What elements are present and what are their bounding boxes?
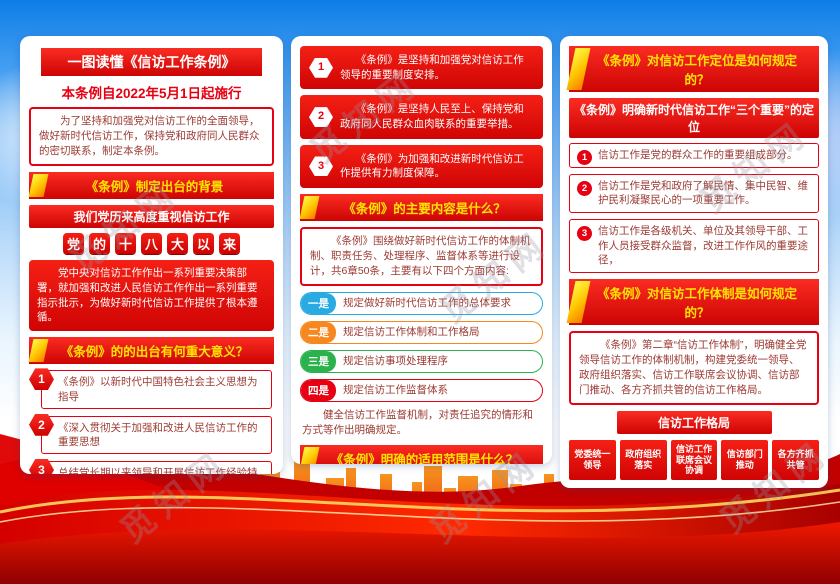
aspect-label: 四是 (301, 379, 336, 401)
section-header-main-content: 《条例》的主要内容是什么？ (300, 194, 543, 222)
item-text: 《条例》是坚持和加强党对信访工作领导的重要制度安排。 (340, 54, 524, 81)
section-header-positioning: 《条例》对信访工作定位是如何规定的？ (569, 46, 819, 92)
pattern-box: 各方齐抓共管 (772, 439, 819, 481)
aspect-row: 四是 规定信访工作监督体系 (300, 378, 543, 402)
pattern-box: 党委统一领导 (569, 439, 616, 481)
intro-text: 为了坚持和加强党对信访工作的全面领导，做好新时代信访工作，保持党和政府同人民群众… (29, 107, 274, 166)
item-number-badge: 3 (577, 226, 592, 242)
item-text: 总结党长期以来领导和开展信访工作经验特别是党的十八大以来信访工作制度改革成果 (58, 467, 258, 474)
card-overview: 一图读懂《信访工作条例》 本条例自2022年5月1日起施行 为了坚持和加强党对信… (20, 36, 283, 474)
slogan-tile: 十 (115, 232, 136, 254)
slogan-tile: 八 (141, 232, 162, 254)
positioning-item: 1 信访工作是党的群众工作的重要组成部分。 (569, 143, 819, 168)
item-text: 《条例》为加强和改进新时代信访工作提供有力制度保障。 (340, 152, 524, 180)
pattern-box: 信访部门推动 (721, 439, 769, 481)
aspect-row: 三是 规定信访事项处理程序 (300, 349, 543, 373)
card-positioning: 《条例》对信访工作定位是如何规定的？ 《条例》明确新时代信访工作“三个重要”的定… (560, 36, 828, 488)
slogan-tile: 大 (167, 232, 188, 254)
aspect-row: 二是 规定信访工作体制和工作格局 (300, 320, 543, 344)
system-body: 《条例》第二章“信访工作体制”，明确健全党领导信访工作的体制机制，构建党委统一领… (569, 331, 819, 405)
item-text: 信访工作是各级机关、单位及其领导干部、工作人员接受群众监督，改进工作作风的重要途… (598, 225, 808, 267)
pattern-box: 政府组织落实 (619, 439, 667, 481)
item-number-badge: 3 (29, 459, 54, 474)
item-number-badge: 1 (577, 150, 592, 165)
content-note: 健全信访工作监督机制，对责任追究的情形和方式等作出明确规定。 (302, 408, 533, 437)
content-intro: 《条例》围绕做好新时代信访工作的体制机制、职责任务、处理程序、监督体系等进行设计… (300, 227, 543, 286)
pattern-title: 信访工作格局 (616, 410, 772, 434)
item-number-badge: 2 (309, 107, 333, 128)
item-text: 《条例》以新时代中国特色社会主义思想为指导 (58, 376, 258, 403)
item-number-badge: 1 (309, 57, 333, 78)
aspect-text: 规定信访工作监督体系 (343, 384, 448, 397)
item-number-badge: 1 (29, 368, 54, 391)
section-header-scope: 《条例》明确的适用范围是什么？ (300, 445, 543, 464)
importance-item: 1 《条例》是坚持和加强党对信访工作领导的重要制度安排。 (300, 46, 543, 90)
aspect-row: 一是 规定做好新时代信访工作的总体要求 (300, 291, 543, 315)
importance-item: 3 《条例》为加强和改进新时代信访工作提供有力制度保障。 (300, 144, 543, 189)
slogan-tiles: 党 的 十 八 大 以 来 (29, 232, 274, 254)
section-header-background: 《条例》制定出台的背景 (29, 171, 274, 199)
pattern-boxes: 党委统一领导 政府组织落实 信访工作联席会议协调 信访部门推动 各方齐抓共管 (569, 439, 819, 481)
aspect-text: 规定信访工作体制和工作格局 (343, 326, 480, 339)
aspect-label: 二是 (301, 321, 336, 343)
item-text: 信访工作是党和政府了解民情、集中民智、维护民利凝聚民心的一项重要工作。 (598, 179, 808, 207)
background-body: 党中央对信访工作作出一系列重要决策部署，就加强和改进人民信访工作作出一系列重要指… (29, 259, 274, 332)
positioning-item: 2 信访工作是党和政府了解民情、集中民智、维护民利凝聚民心的一项重要工作。 (569, 173, 819, 214)
item-number-badge: 3 (309, 156, 333, 177)
pattern-box: 信访工作联席会议协调 (670, 439, 718, 481)
aspect-text: 规定做好新时代信访工作的总体要求 (343, 297, 511, 310)
effective-date: 本条例自2022年5月1日起施行 (61, 86, 242, 101)
importance-item: 2 《条例》是坚持人民至上、保持党和政府同人民群众血肉联系的重要举措。 (300, 95, 543, 139)
item-number-badge: 2 (29, 413, 54, 436)
section-header-significance: 《条例》的的出台有何重大意义？ (29, 337, 274, 365)
slogan-tile: 来 (219, 232, 240, 254)
aspect-text: 规定信访事项处理程序 (343, 355, 448, 368)
significance-item: 3 总结党长期以来领导和开展信访工作经验特别是党的十八大以来信访工作制度改革成果 (29, 459, 272, 474)
significance-item: 1 《条例》以新时代中国特色社会主义思想为指导 (29, 368, 272, 409)
slogan-tile: 的 (89, 232, 110, 254)
aspect-label: 一是 (301, 292, 336, 314)
positioning-item: 3 信访工作是各级机关、单位及其领导干部、工作人员接受群众监督，改进工作作风的重… (569, 219, 819, 274)
significance-item: 2 《深入贯彻关于加强和改进人民信访工作的重要思想 (29, 413, 272, 455)
item-text: 信访工作是党的群众工作的重要组成部分。 (598, 149, 798, 161)
positioning-subheader: 《条例》明确新时代信访工作“三个重要”的定位 (569, 98, 819, 138)
item-text: 《条例》是坚持人民至上、保持党和政府同人民群众血肉联系的重要举措。 (340, 103, 524, 131)
card-main-content: 1 《条例》是坚持和加强党对信访工作领导的重要制度安排。 2 《条例》是坚持人民… (291, 36, 552, 464)
poster-title: 一图读懂《信访工作条例》 (41, 48, 262, 76)
item-number-badge: 2 (577, 180, 592, 196)
slogan-tile: 党 (63, 232, 84, 254)
aspect-label: 三是 (301, 350, 336, 372)
section-header-system: 《条例》对信访工作体制是如何规定的？ (569, 279, 819, 326)
slogan-tile: 以 (193, 232, 214, 254)
background-subheader: 我们党历来高度重视信访工作 (29, 204, 274, 228)
item-text: 《深入贯彻关于加强和改进人民信访工作的重要思想 (58, 421, 258, 448)
